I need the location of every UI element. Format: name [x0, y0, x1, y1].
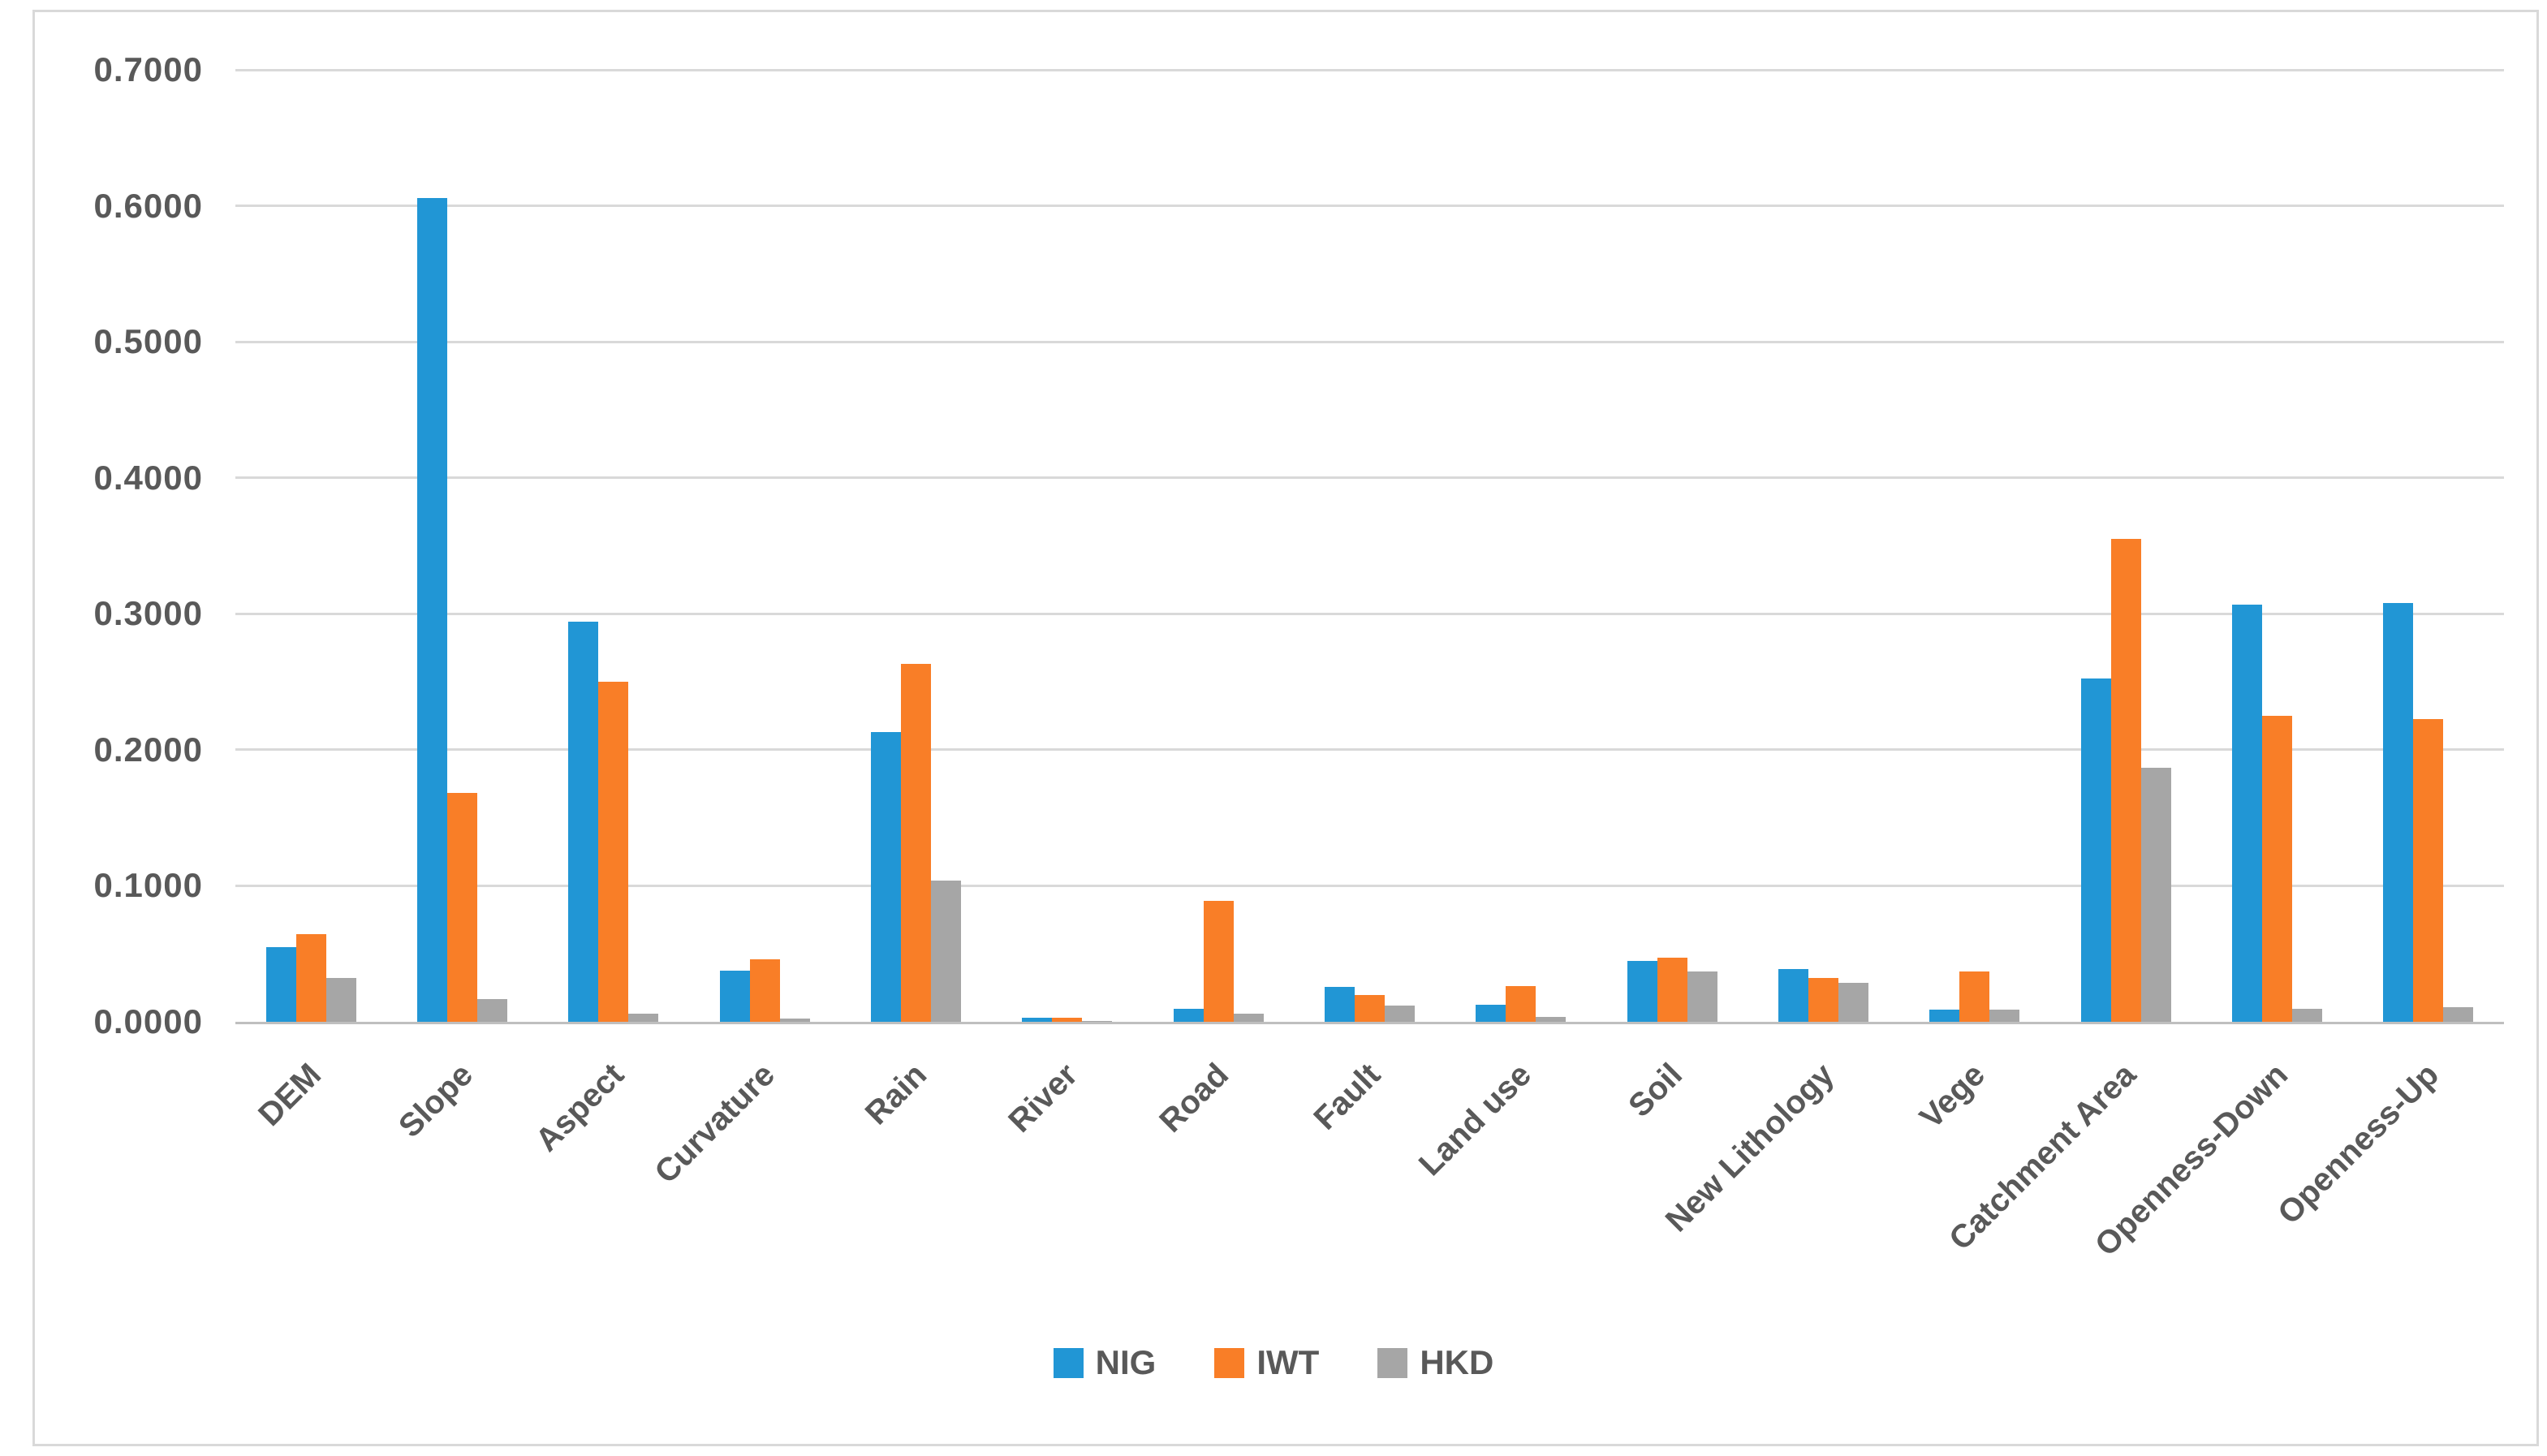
legend-swatch-iwt — [1214, 1347, 1245, 1378]
bar-group-dem — [235, 70, 386, 1022]
bar-iwt-catchment-area — [2110, 539, 2141, 1022]
bar-nig-soil — [1627, 960, 1657, 1022]
bar-nig-land-use — [1476, 1005, 1506, 1022]
bar-hkd-new-lithology — [1838, 983, 1868, 1022]
gridline — [235, 612, 2504, 615]
legend-swatch-hkd — [1377, 1347, 1408, 1378]
bar-nig-catchment-area — [2080, 678, 2111, 1022]
gridline — [235, 748, 2504, 752]
legend-swatch-nig — [1053, 1347, 1084, 1378]
bar-nig-openness-up — [2383, 602, 2414, 1022]
y-tick-label-0.1000: 0.1000 — [93, 866, 203, 905]
y-tick-label-0.5000: 0.5000 — [93, 322, 203, 361]
bar-nig-fault — [1324, 987, 1355, 1022]
bar-hkd-openness-down — [2291, 1008, 2322, 1022]
legend: NIG IWT HKD — [0, 1343, 2547, 1382]
bar-nig-road — [1173, 1009, 1204, 1022]
legend-label-hkd: HKD — [1420, 1343, 1494, 1381]
bar-iwt-fault — [1354, 995, 1385, 1022]
legend-item-iwt: IWT — [1214, 1343, 1319, 1382]
bar-nig-slope — [416, 197, 447, 1022]
bar-hkd-dem — [325, 977, 356, 1022]
bar-nig-dem — [265, 946, 296, 1022]
bar-hkd-land-use — [1536, 1016, 1567, 1022]
legend-item-hkd: HKD — [1377, 1343, 1493, 1382]
bar-group-new-lithology — [1748, 70, 1898, 1022]
bar-hkd-curvature — [779, 1018, 810, 1022]
plot-area — [235, 68, 2504, 1024]
bar-iwt-new-lithology — [1808, 978, 1838, 1022]
bar-hkd-catchment-area — [2140, 768, 2171, 1022]
bar-hkd-river — [1082, 1021, 1113, 1022]
bar-iwt-river — [1052, 1018, 1083, 1022]
bar-hkd-vege — [1989, 1009, 2020, 1022]
gridline — [235, 476, 2504, 480]
bar-group-slope — [386, 70, 537, 1022]
bar-iwt-road — [1203, 900, 1234, 1022]
y-tick-label-0.3000: 0.3000 — [93, 594, 203, 633]
bar-group-fault — [1294, 70, 1445, 1022]
bar-nig-aspect — [568, 622, 599, 1022]
gridline — [235, 68, 2504, 71]
bar-iwt-slope — [446, 793, 477, 1022]
bar-group-openness-down — [2201, 70, 2352, 1022]
bar-group-soil — [1597, 70, 1748, 1022]
bars-layer — [235, 70, 2504, 1022]
bar-group-river — [992, 70, 1143, 1022]
y-tick-label-0.0000: 0.0000 — [93, 1002, 203, 1040]
y-tick-label-0.4000: 0.4000 — [93, 458, 203, 497]
y-tick-label-0.7000: 0.7000 — [93, 50, 203, 88]
bar-nig-openness-down — [2231, 605, 2262, 1022]
bar-iwt-land-use — [1506, 985, 1536, 1022]
bar-hkd-openness-up — [2443, 1006, 2474, 1022]
bar-hkd-soil — [1687, 971, 1717, 1022]
bar-hkd-slope — [476, 999, 507, 1022]
bar-iwt-rain — [900, 664, 931, 1022]
bar-hkd-rain — [930, 880, 961, 1022]
bar-nig-river — [1022, 1017, 1053, 1022]
bar-iwt-aspect — [598, 682, 629, 1022]
gridline — [235, 884, 2504, 887]
bar-iwt-openness-up — [2413, 719, 2444, 1022]
bar-group-road — [1143, 70, 1294, 1022]
bar-group-rain — [840, 70, 991, 1022]
bar-iwt-curvature — [749, 958, 780, 1022]
bar-hkd-fault — [1384, 1005, 1415, 1022]
y-tick-label-0.6000: 0.6000 — [93, 186, 203, 225]
bar-group-vege — [1899, 70, 2050, 1022]
gridline — [235, 205, 2504, 208]
bar-nig-vege — [1929, 1009, 1960, 1022]
bar-nig-curvature — [719, 971, 750, 1022]
y-tick-label-0.2000: 0.2000 — [93, 730, 203, 769]
bar-iwt-dem — [295, 933, 326, 1022]
bar-nig-rain — [870, 732, 901, 1022]
bar-group-catchment-area — [2050, 70, 2201, 1022]
bar-group-curvature — [689, 70, 840, 1022]
bar-iwt-openness-down — [2261, 715, 2292, 1022]
gridline — [235, 340, 2504, 343]
bar-hkd-aspect — [628, 1014, 659, 1022]
bar-hkd-road — [1233, 1014, 1264, 1022]
bar-nig-new-lithology — [1778, 968, 1808, 1022]
bar-iwt-soil — [1657, 958, 1687, 1022]
bar-iwt-vege — [1959, 971, 1990, 1022]
legend-item-nig: NIG — [1053, 1343, 1157, 1382]
legend-label-iwt: IWT — [1256, 1343, 1320, 1381]
bar-group-land-use — [1446, 70, 1597, 1022]
legend-label-nig: NIG — [1095, 1343, 1157, 1381]
bar-group-openness-up — [2353, 70, 2504, 1022]
bar-group-aspect — [538, 70, 689, 1022]
